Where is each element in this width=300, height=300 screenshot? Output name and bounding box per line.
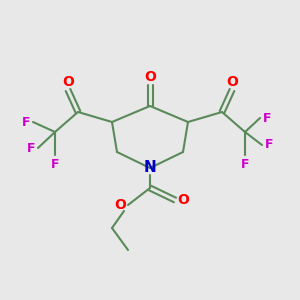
- Text: F: F: [51, 158, 59, 170]
- Text: O: O: [177, 193, 189, 207]
- Text: O: O: [226, 75, 238, 89]
- Text: O: O: [114, 198, 126, 212]
- Text: F: F: [241, 158, 249, 170]
- Text: O: O: [144, 70, 156, 84]
- Text: F: F: [265, 139, 273, 152]
- Text: O: O: [62, 75, 74, 89]
- Text: F: F: [263, 112, 271, 124]
- Text: F: F: [27, 142, 35, 154]
- Text: F: F: [22, 116, 30, 128]
- Text: N: N: [144, 160, 156, 175]
